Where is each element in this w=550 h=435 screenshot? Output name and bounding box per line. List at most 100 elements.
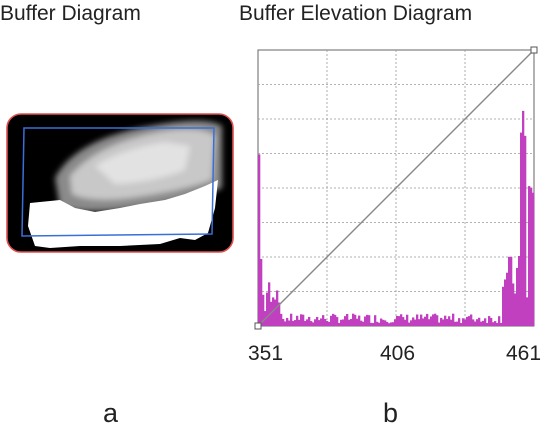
histogram-bar <box>420 314 423 326</box>
histogram-bar <box>516 267 519 326</box>
histogram-bar <box>510 256 513 326</box>
histogram-bar <box>302 314 305 326</box>
histogram-bar <box>392 322 395 326</box>
histogram-bar <box>508 256 511 326</box>
buffer-box <box>21 127 215 237</box>
curve-handle-start[interactable] <box>254 322 262 330</box>
histogram-bar <box>412 317 415 326</box>
histogram-bar <box>362 321 365 326</box>
histogram-bar <box>306 319 309 326</box>
histogram-bar <box>308 316 311 326</box>
histogram-bar <box>434 313 437 326</box>
histogram-bar <box>492 322 495 326</box>
histogram-bar <box>486 322 489 326</box>
histogram-bar <box>266 292 269 326</box>
histogram-bar <box>360 320 363 326</box>
histogram-bar <box>350 318 353 326</box>
histogram-bar <box>496 322 499 326</box>
histogram-bar <box>528 186 531 326</box>
histogram-bar <box>532 192 535 326</box>
histogram-bar <box>270 301 273 326</box>
histogram-bar <box>290 313 293 326</box>
histogram-bar <box>304 320 307 326</box>
histogram-bar <box>324 318 327 326</box>
panel-label-b: b <box>383 398 399 428</box>
histogram-bar <box>518 255 521 326</box>
histogram-bar <box>416 314 419 326</box>
buffer-diagram-title: Buffer Diagram <box>0 2 141 25</box>
histogram-bar <box>466 316 469 326</box>
histogram-bar <box>462 318 465 326</box>
histogram-bar <box>430 316 433 326</box>
histogram-bar <box>378 322 381 326</box>
histogram-bar <box>482 320 485 326</box>
histogram-bar <box>346 314 349 326</box>
histogram-bar <box>422 318 425 326</box>
x-tick-label: 461 <box>506 342 542 365</box>
histogram-bar <box>356 318 359 326</box>
histogram-bar <box>428 319 431 326</box>
histogram-bar <box>352 313 355 326</box>
histogram-bar <box>502 286 505 326</box>
histogram-bar <box>282 318 285 326</box>
histogram-bar <box>432 314 435 326</box>
histogram-bar <box>424 316 427 326</box>
histogram-bar <box>448 316 451 326</box>
histogram-bar <box>298 319 301 326</box>
histogram-bar <box>332 313 335 326</box>
histogram-bar <box>364 316 367 326</box>
histogram-bar <box>396 315 399 326</box>
histogram-bar <box>268 282 271 326</box>
histogram-bar <box>446 318 449 326</box>
buffer-diagram-image <box>6 113 234 253</box>
histogram-bar <box>388 323 391 326</box>
histogram-bar <box>476 319 479 326</box>
histogram-bar <box>348 319 351 326</box>
histogram-bar <box>490 317 493 326</box>
histogram-bar <box>336 317 339 326</box>
histogram-bar <box>408 322 411 326</box>
histogram-bar <box>488 316 491 326</box>
histogram-bar <box>334 314 337 326</box>
histogram-bar <box>380 318 383 326</box>
curve-handle-end[interactable] <box>530 46 538 54</box>
histogram-bar <box>376 321 379 326</box>
histogram-bar <box>296 315 299 326</box>
buffer-elevation-diagram-title: Buffer Elevation Diagram <box>239 2 473 25</box>
histogram-bar <box>370 322 373 326</box>
buffer-outline <box>6 113 234 253</box>
histogram-bar <box>450 319 453 326</box>
histogram-bar <box>358 315 361 326</box>
x-tick-label: 406 <box>380 342 416 365</box>
histogram-bar <box>520 132 523 326</box>
histogram-bars <box>258 110 535 326</box>
histogram-bar <box>372 323 375 326</box>
histogram-bar <box>320 318 323 326</box>
histogram-bar <box>442 319 445 326</box>
histogram-bar <box>288 320 291 326</box>
histogram-bar <box>384 320 387 326</box>
histogram-bar <box>404 319 407 326</box>
histogram-bar <box>436 315 439 326</box>
histogram-bar <box>258 154 261 326</box>
histogram-bar <box>294 320 297 326</box>
histogram-bar <box>470 314 473 326</box>
histogram-bar <box>260 258 263 326</box>
histogram-bar <box>338 323 341 326</box>
histogram-bar <box>504 279 507 326</box>
histogram-bar <box>330 315 333 326</box>
histogram-bar <box>522 110 525 326</box>
histogram-bar <box>494 321 497 326</box>
panel-label-a: a <box>103 398 119 428</box>
histogram-bar <box>322 315 325 326</box>
histogram-bar <box>456 321 459 326</box>
histogram-bar <box>530 187 533 326</box>
histogram-bar <box>472 319 475 326</box>
histogram-bar <box>284 321 287 326</box>
histogram-bar <box>500 322 503 326</box>
histogram-bar <box>318 320 321 326</box>
histogram-bar <box>402 317 405 326</box>
histogram-bar <box>512 283 515 326</box>
histogram-bar <box>262 294 265 326</box>
histogram-bar <box>326 320 329 326</box>
